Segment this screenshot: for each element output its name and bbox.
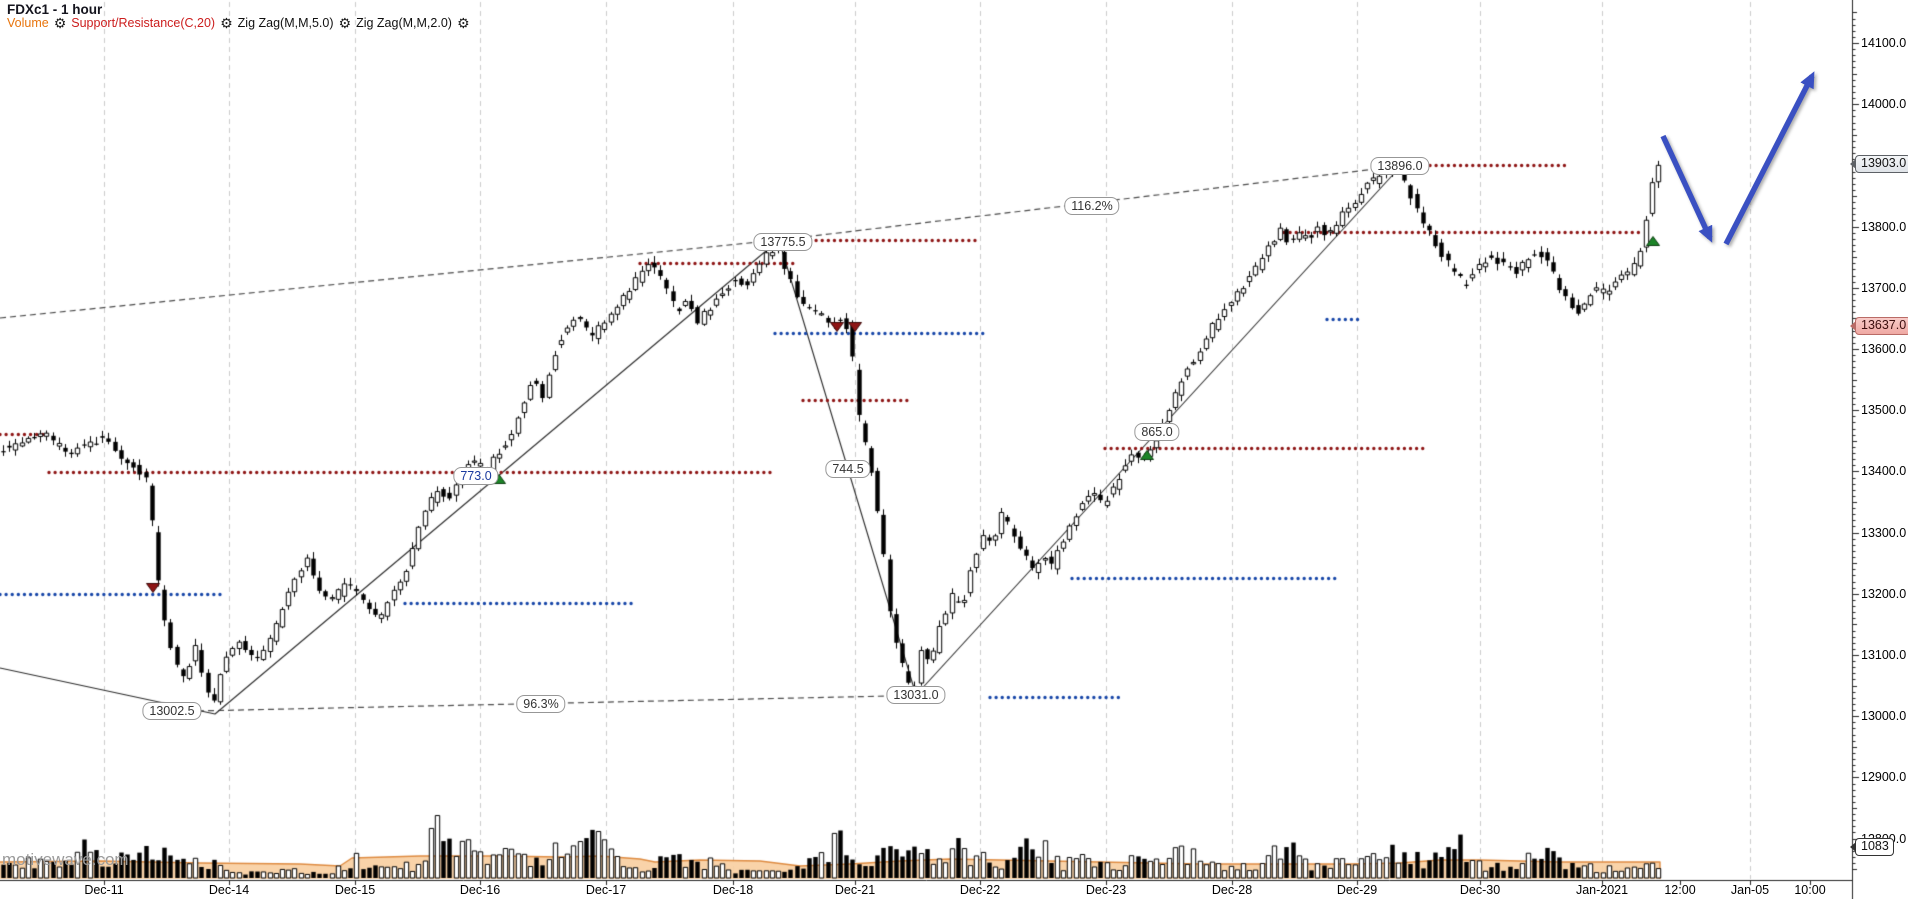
price-axis-label: 14000.0 bbox=[1861, 97, 1907, 112]
price-axis-label: 12900.0 bbox=[1861, 770, 1907, 785]
time-axis-label: Dec-23 bbox=[1085, 883, 1127, 897]
time-axis-label: Dec-30 bbox=[1459, 883, 1501, 897]
price-axis-label: 14100.0 bbox=[1861, 36, 1907, 50]
time-axis-label: Dec-18 bbox=[712, 883, 754, 897]
price-axis-label: 13800.0 bbox=[1861, 219, 1907, 234]
watermark: motivewave.com bbox=[2, 850, 129, 869]
last-price-tag: 13903.0 bbox=[1855, 154, 1908, 173]
time-axis-label: Dec-14 bbox=[208, 883, 250, 897]
indicator-legend: Volume ⚙ Support/Resistance(C,20) ⚙ Zig … bbox=[7, 16, 470, 30]
price-axis-label: 13300.0 bbox=[1861, 525, 1907, 540]
marked-price-tag: 13637.0 bbox=[1855, 317, 1908, 336]
volume-axis-tag: 1083 bbox=[1855, 838, 1894, 856]
zigzag-pivot-price-label: 13896.0 bbox=[1370, 157, 1430, 175]
time-axis-label: Dec-29 bbox=[1336, 883, 1378, 897]
time-axis-label: Dec-11 bbox=[84, 883, 124, 897]
zigzag-pivot-price-label: 13775.5 bbox=[753, 233, 813, 251]
indicator-label-zigzag-2[interactable]: Zig Zag(M,M,2.0) bbox=[356, 16, 452, 30]
zigzag-pivot-price-label: 13002.5 bbox=[142, 702, 202, 720]
time-axis-label: Dec-22 bbox=[959, 883, 1001, 897]
price-axis-label: 13400.0 bbox=[1861, 464, 1907, 479]
zigzag-pivot-price-label: 773.0 bbox=[453, 467, 499, 485]
settings-gear-icon[interactable]: ⚙ bbox=[338, 15, 352, 31]
indicator-label-volume[interactable]: Volume bbox=[7, 16, 49, 30]
price-axis-label: 13500.0 bbox=[1861, 403, 1907, 418]
zigzag-pivot-price-label: 865.0 bbox=[1134, 423, 1180, 441]
time-axis-label: 12:00 bbox=[1664, 883, 1696, 897]
retracement-percent-label: 116.2% bbox=[1064, 197, 1120, 215]
retracement-percent-label: 96.3% bbox=[516, 695, 566, 713]
indicator-label-zigzag-5[interactable]: Zig Zag(M,M,5.0) bbox=[237, 16, 334, 30]
indicator-label-support-resistance[interactable]: Support/Resistance(C,20) bbox=[71, 16, 216, 30]
price-axis-label: 13200.0 bbox=[1861, 586, 1907, 601]
settings-gear-icon[interactable]: ⚙ bbox=[53, 15, 67, 31]
zigzag-pivot-price-label: 744.5 bbox=[825, 460, 871, 478]
time-axis-label: 10:00 bbox=[1794, 883, 1826, 897]
price-axis-label: 13700.0 bbox=[1861, 280, 1907, 295]
time-axis-label: Dec-28 bbox=[1211, 883, 1253, 897]
time-axis-label: Dec-21 bbox=[834, 883, 876, 897]
time-axis-label: Dec-16 bbox=[459, 883, 501, 897]
symbol-title: FDXc1 - 1 hour bbox=[7, 2, 103, 17]
price-axis-label: 13600.0 bbox=[1861, 342, 1907, 356]
time-axis-label: Dec-15 bbox=[334, 883, 376, 897]
time-axis-label: Jan-2021 bbox=[1575, 883, 1629, 897]
time-axis-label: Jan-05 bbox=[1730, 883, 1770, 897]
settings-gear-icon[interactable]: ⚙ bbox=[456, 15, 470, 31]
price-axis-label: 13000.0 bbox=[1861, 709, 1907, 724]
zigzag-pivot-price-label: 13031.0 bbox=[886, 686, 946, 704]
settings-gear-icon[interactable]: ⚙ bbox=[220, 15, 233, 31]
price-axis-label: 13100.0 bbox=[1861, 648, 1907, 662]
time-axis-label: Dec-17 bbox=[585, 883, 627, 897]
